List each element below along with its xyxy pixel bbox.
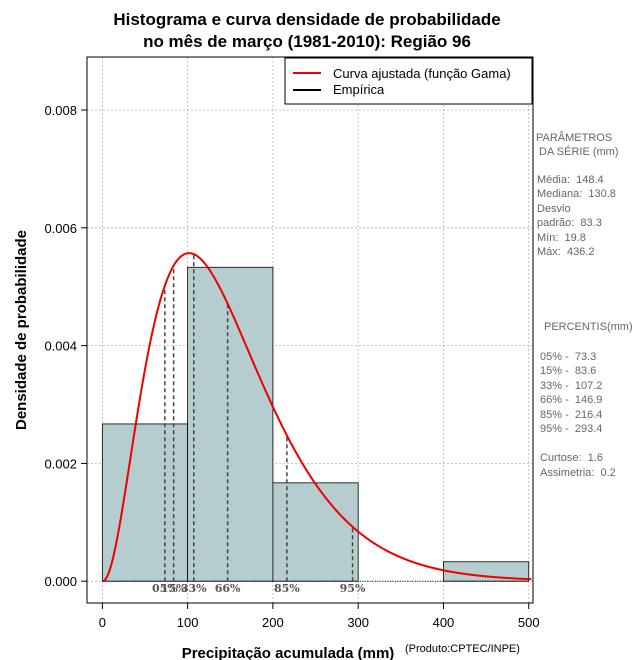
percentile-66: 66% - 146.9 bbox=[540, 394, 602, 406]
percentile-label: 95% bbox=[340, 582, 366, 595]
percentile-05: 05% - 73.3 bbox=[540, 351, 596, 363]
param-min: Mín: 19.8 bbox=[537, 232, 586, 244]
legend-label-curve: Curva ajustada (função Gama) bbox=[333, 66, 511, 81]
percentile-lines bbox=[164, 254, 354, 582]
histogram-bars bbox=[101, 266, 530, 582]
x-tick-label: 0 bbox=[99, 615, 106, 630]
percentiles-panel: PERCENTIS(mm) 05% - 73.3 15% - 83.6 33% … bbox=[540, 321, 633, 479]
y-tick-label: 0.000 bbox=[44, 574, 77, 589]
x-tick-label: 300 bbox=[347, 615, 369, 630]
gamma-curve bbox=[102, 252, 532, 583]
x-tick-label: 500 bbox=[518, 615, 540, 630]
percentile-15: 15% - 83.6 bbox=[540, 365, 596, 377]
histogram-bar bbox=[443, 561, 530, 582]
stat-kurtosis: Curtose: 1.6 bbox=[540, 452, 603, 464]
param-max: Máx: 436.2 bbox=[537, 246, 594, 258]
percentile-label: 15% bbox=[161, 582, 187, 595]
percentiles-heading: PERCENTIS(mm) bbox=[544, 321, 633, 333]
fitted-curve bbox=[102, 252, 532, 583]
x-tick-label: 400 bbox=[433, 615, 455, 630]
x-tick-label: 200 bbox=[262, 615, 284, 630]
param-std-value: padrão: 83.3 bbox=[537, 217, 602, 229]
histogram-bar bbox=[272, 482, 359, 582]
y-tick-label: 0.006 bbox=[44, 221, 77, 236]
percentile-95: 95% - 293.4 bbox=[540, 423, 602, 435]
param-median: Mediana: 130.8 bbox=[537, 188, 616, 200]
product-credit: (Produto:CPTEC/INPE) bbox=[405, 643, 520, 655]
percentile-label: 33% bbox=[181, 582, 207, 595]
y-axis-title: Densidade de probabilidade bbox=[13, 230, 30, 430]
params-heading-line-2: DA SÉRIE (mm) bbox=[536, 145, 619, 158]
legend-box bbox=[284, 57, 533, 105]
x-axis-title: Precipitação acumulada (mm) bbox=[182, 645, 395, 660]
percentile-labels: 05%15%33% 66% 85% 95% bbox=[152, 582, 366, 595]
histogram-bar bbox=[187, 266, 274, 582]
legend: Curva ajustada (função Gama) Empírica bbox=[284, 57, 533, 105]
percentile-label: 85% bbox=[274, 582, 300, 595]
percentile-33: 33% - 107.2 bbox=[540, 380, 602, 392]
histogram-bar bbox=[101, 423, 189, 582]
chart-title-line-1: Histograma e curva densidade de probabil… bbox=[113, 10, 500, 29]
x-axis: 0 100 200 300 400 500 bbox=[99, 602, 540, 630]
x-tick-label: 100 bbox=[177, 615, 199, 630]
stat-skewness: Assimetria: 0.2 bbox=[540, 467, 616, 479]
param-std-label: Desvio bbox=[537, 203, 571, 215]
params-heading-line-1: PARÂMETROS bbox=[536, 131, 612, 144]
y-tick-label: 0.004 bbox=[44, 339, 77, 354]
y-tick-label: 0.008 bbox=[44, 103, 77, 118]
percentile-label: 05% bbox=[152, 582, 178, 595]
chart-title-line-2: no mês de março (1981-2010): Região 96 bbox=[143, 32, 471, 51]
series-parameters-panel: PARÂMETROS DA SÉRIE (mm) Média: 148.4 Me… bbox=[536, 131, 619, 258]
legend-label-empirical: Empírica bbox=[333, 82, 385, 97]
param-mean: Média: 148.4 bbox=[537, 174, 604, 186]
percentile-85: 85% - 216.4 bbox=[540, 409, 602, 421]
y-axis: 0.000 0.002 0.004 0.006 0.008 bbox=[44, 103, 88, 589]
y-tick-label: 0.002 bbox=[44, 456, 77, 471]
percentile-label: 66% bbox=[215, 582, 241, 595]
